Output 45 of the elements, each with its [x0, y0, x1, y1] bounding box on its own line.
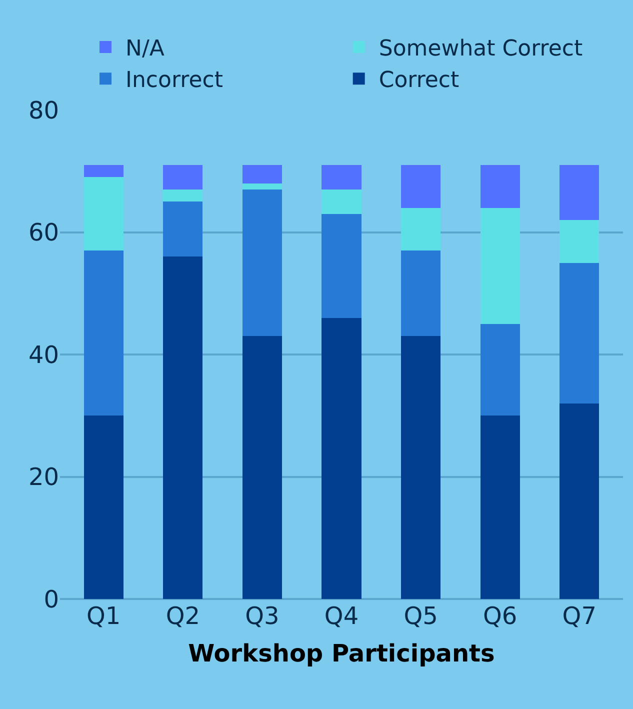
bar — [560, 165, 600, 220]
bar — [163, 189, 203, 202]
x-axis-title: Workshop Participants — [188, 639, 495, 668]
x-tick-label: Q6 — [483, 602, 518, 630]
bar — [242, 183, 282, 190]
bar — [400, 250, 441, 336]
x-tick-label: Q1 — [86, 602, 121, 630]
bar — [400, 336, 441, 599]
bar — [322, 189, 362, 214]
bar — [560, 403, 600, 599]
bar — [400, 165, 441, 208]
bar — [480, 324, 520, 416]
y-tick-label: 40 — [28, 340, 59, 369]
y-tick-label: 0 — [44, 585, 59, 614]
bar — [242, 165, 282, 184]
x-tick-label: Q5 — [404, 602, 438, 630]
bar — [400, 208, 441, 251]
bar — [84, 416, 124, 599]
bar — [480, 165, 520, 208]
bar — [84, 165, 124, 178]
bar — [163, 202, 203, 257]
y-tick-label: 80 — [28, 96, 59, 124]
bar — [163, 165, 203, 190]
y-tick-label: 20 — [28, 463, 59, 492]
bar — [560, 220, 600, 263]
x-tick-label: Q7 — [562, 602, 596, 630]
bar — [322, 165, 362, 190]
x-tick-label: Q2 — [166, 602, 200, 630]
legend-label: Somewhat Correct — [378, 36, 583, 62]
bar — [322, 318, 362, 599]
legend-label: Correct — [378, 68, 460, 94]
bar — [560, 262, 600, 404]
bar — [242, 189, 282, 336]
bar — [84, 250, 124, 416]
legend-label: N/A — [126, 36, 164, 62]
x-tick-label: Q3 — [245, 602, 280, 630]
bar — [480, 208, 520, 324]
bar — [242, 336, 282, 599]
bar — [322, 214, 362, 318]
bar — [84, 177, 124, 251]
y-tick-label: 60 — [28, 218, 59, 247]
bar — [480, 416, 520, 599]
x-tick-label: Q4 — [324, 602, 359, 630]
bar — [163, 256, 203, 599]
legend-label: Incorrect — [126, 68, 224, 94]
